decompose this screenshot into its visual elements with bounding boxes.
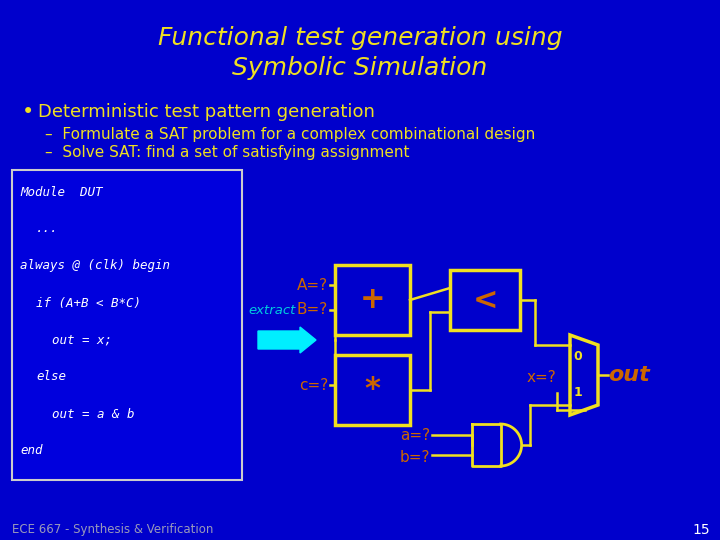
Text: <: < [472,286,498,314]
Polygon shape [570,335,598,415]
Text: else: else [36,370,66,383]
Text: •: • [22,102,35,122]
Text: 0: 0 [574,350,582,363]
Text: c=?: c=? [299,377,328,393]
FancyArrow shape [258,327,316,353]
FancyBboxPatch shape [12,170,242,480]
Text: 15: 15 [693,523,710,537]
Text: Functional test generation using: Functional test generation using [158,26,562,50]
Text: Symbolic Simulation: Symbolic Simulation [233,56,487,80]
Text: a=?: a=? [400,428,430,442]
Text: *: * [364,375,380,404]
Text: –  Solve SAT: find a set of satisfying assignment: – Solve SAT: find a set of satisfying as… [45,145,410,160]
Text: out = x;: out = x; [52,334,112,347]
Text: 1: 1 [574,387,582,400]
Text: Module  DUT: Module DUT [20,186,102,199]
Text: always @ (clk) begin: always @ (clk) begin [20,260,170,273]
Text: A=?: A=? [297,278,328,293]
Text: b=?: b=? [400,450,430,465]
Text: out: out [608,365,649,385]
Text: if (A+B < B*C): if (A+B < B*C) [36,296,141,309]
Polygon shape [472,424,500,466]
Text: out = a & b: out = a & b [52,408,135,421]
FancyBboxPatch shape [335,355,410,425]
Text: ECE 667 - Synthesis & Verification: ECE 667 - Synthesis & Verification [12,523,213,537]
Polygon shape [500,424,521,466]
Text: end: end [20,444,42,457]
Text: –  Formulate a SAT problem for a complex combinational design: – Formulate a SAT problem for a complex … [45,127,535,143]
Text: +: + [360,286,385,314]
Text: Deterministic test pattern generation: Deterministic test pattern generation [38,103,375,121]
Text: ...: ... [36,222,58,235]
Text: x=?: x=? [526,370,556,386]
Text: extract: extract [248,303,295,316]
FancyBboxPatch shape [335,265,410,335]
Text: B=?: B=? [297,302,328,318]
FancyBboxPatch shape [450,270,520,330]
